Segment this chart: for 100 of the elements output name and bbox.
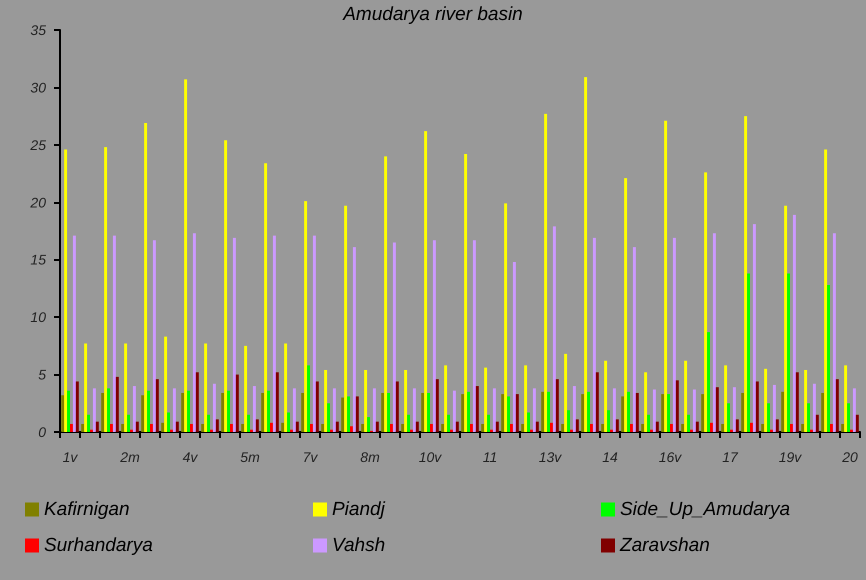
bar <box>70 424 73 432</box>
bar <box>432 240 436 432</box>
bar <box>232 238 236 432</box>
bar <box>107 388 110 432</box>
bar <box>481 424 484 432</box>
bar <box>581 394 584 432</box>
bar <box>87 414 90 432</box>
x-tick-label: 2m <box>119 449 140 465</box>
bar <box>552 226 556 432</box>
bar <box>150 424 153 432</box>
bar <box>536 422 539 432</box>
bar <box>624 178 628 432</box>
bar <box>784 206 788 432</box>
bar <box>264 163 268 432</box>
bar <box>336 422 339 432</box>
legend-label: Kafirnigan <box>44 499 130 520</box>
bar <box>541 392 544 432</box>
bar <box>584 77 588 432</box>
bar <box>641 424 644 432</box>
bar <box>787 273 790 432</box>
bar <box>792 214 796 432</box>
y-tick-label: 5 <box>38 366 46 383</box>
bar <box>456 422 459 432</box>
bar <box>767 403 770 432</box>
bar <box>567 410 570 432</box>
bar <box>696 422 699 432</box>
bar <box>612 388 616 432</box>
bar <box>676 380 679 432</box>
bar <box>164 336 168 432</box>
bar <box>504 203 508 432</box>
bar <box>756 381 759 432</box>
bar <box>112 236 116 432</box>
bar <box>244 346 248 432</box>
bar <box>221 392 224 432</box>
y-tick-label: 35 <box>30 22 46 38</box>
bar <box>292 388 296 432</box>
bar <box>84 344 88 432</box>
bar <box>224 140 228 432</box>
bar <box>436 379 439 432</box>
legend-label: Piandj <box>332 499 386 520</box>
bar <box>307 365 310 432</box>
bar <box>670 424 673 432</box>
bar <box>516 394 519 432</box>
bar <box>361 424 364 432</box>
bar <box>576 419 579 432</box>
bar <box>527 412 530 432</box>
bar <box>116 376 119 432</box>
bar <box>141 395 144 432</box>
bar <box>744 116 748 432</box>
bar <box>367 417 370 432</box>
bar <box>701 394 704 432</box>
bar <box>524 365 528 432</box>
bar <box>836 379 839 432</box>
bar <box>827 284 830 432</box>
x-tick-label: 1v <box>62 449 78 465</box>
bar <box>601 424 604 432</box>
y-tick-label: 0 <box>38 424 46 440</box>
bar <box>707 332 710 432</box>
bar <box>267 390 270 432</box>
y-tick-label: 25 <box>29 136 46 153</box>
bar <box>81 424 84 432</box>
bar <box>356 396 359 432</box>
bar <box>132 386 136 432</box>
bar <box>716 387 719 432</box>
x-tick-label: 8m <box>360 449 380 465</box>
bar <box>447 414 450 432</box>
bar <box>704 172 708 432</box>
bar <box>750 422 753 432</box>
bar <box>532 388 536 432</box>
bar <box>121 424 124 432</box>
bar <box>484 368 488 432</box>
bar <box>236 374 239 432</box>
bar <box>467 392 470 432</box>
bar <box>441 424 444 432</box>
bar <box>721 424 724 432</box>
bar <box>421 392 424 432</box>
bar <box>521 424 524 432</box>
bar <box>207 414 210 432</box>
bar <box>444 365 448 432</box>
bar <box>632 247 636 432</box>
bar <box>196 372 199 432</box>
bar <box>844 365 848 432</box>
bar <box>830 424 833 432</box>
bar <box>147 390 150 432</box>
bar <box>216 419 219 432</box>
bar <box>472 240 476 432</box>
legend-label: Zaravshan <box>619 535 710 556</box>
bar <box>661 394 664 432</box>
bar <box>110 424 113 432</box>
bar <box>284 344 288 432</box>
bar <box>852 388 856 432</box>
bar <box>727 403 730 432</box>
bar <box>824 149 828 432</box>
bar <box>496 422 499 432</box>
bar <box>656 422 659 432</box>
x-tick-label: 14 <box>602 449 618 465</box>
bar <box>684 360 688 432</box>
bar <box>212 384 216 432</box>
bar <box>241 424 244 432</box>
bar <box>72 236 76 432</box>
